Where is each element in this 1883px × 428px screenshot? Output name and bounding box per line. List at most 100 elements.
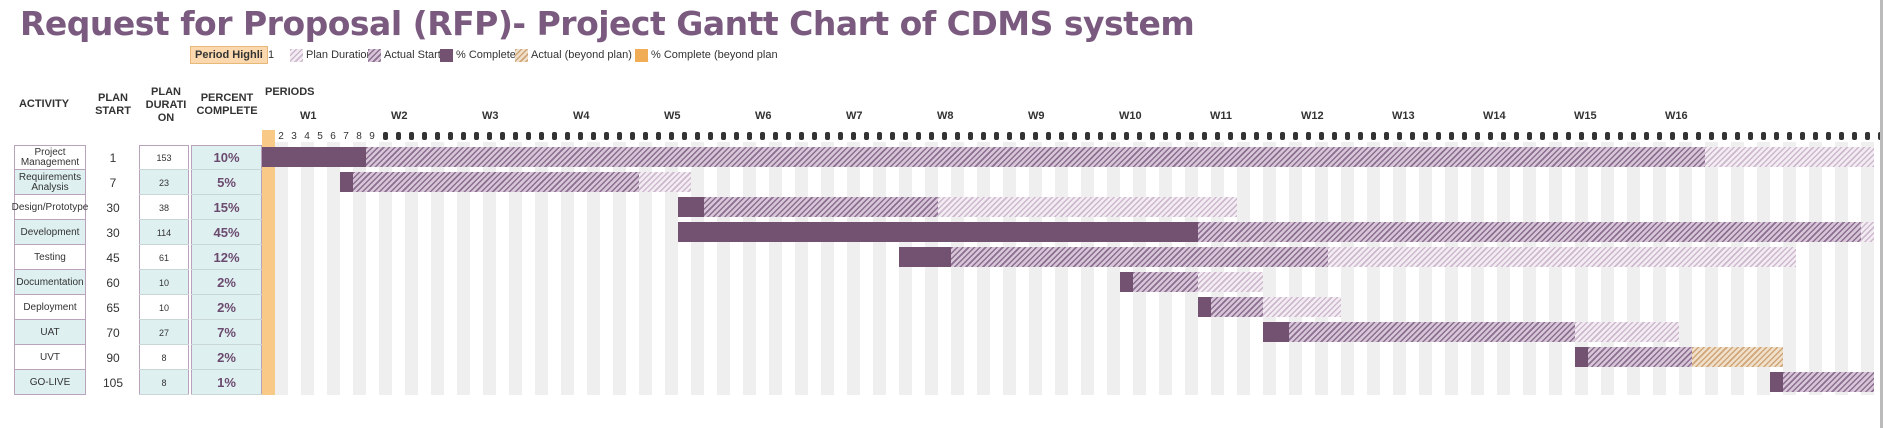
period-number <box>968 132 973 140</box>
row-divider <box>139 369 189 370</box>
period-number <box>1436 132 1441 140</box>
actual-bar <box>1783 372 1874 392</box>
plan-start-cell[interactable]: 7 <box>109 175 117 190</box>
row-divider <box>14 269 86 270</box>
period-number <box>1319 132 1324 140</box>
period-number <box>1020 132 1025 140</box>
period-stripe <box>1783 142 1796 395</box>
period-number <box>1293 132 1298 140</box>
activity-name-cell[interactable]: GO-LIVE <box>29 376 71 388</box>
plan-start-cell[interactable]: 60 <box>106 275 120 290</box>
period-number <box>1280 132 1285 140</box>
percent-complete-cell[interactable]: 2% <box>217 299 236 315</box>
plan-start-cell[interactable]: 65 <box>106 300 120 315</box>
period-stripe <box>1133 142 1146 395</box>
plan-start-cell[interactable]: 45 <box>106 250 120 265</box>
period-stripe <box>665 142 678 395</box>
percent-complete-cell[interactable]: 12% <box>213 249 240 265</box>
period-number <box>1163 132 1168 140</box>
period-number <box>1514 132 1519 140</box>
period-number <box>396 132 401 140</box>
week-label: W9 <box>1028 110 1045 122</box>
activity-name-cell[interactable]: UAT <box>40 326 60 338</box>
period-number <box>1449 132 1454 140</box>
plan-start-cell[interactable]: 30 <box>106 225 120 240</box>
period-number <box>643 132 648 140</box>
activity-name-cell[interactable]: Deployment <box>23 301 77 313</box>
percent-complete-cell[interactable]: 45% <box>213 224 240 240</box>
plan-duration-cell[interactable]: 8 <box>161 377 167 388</box>
percent-complete-cell[interactable]: 7% <box>217 324 236 340</box>
percent-complete-cell[interactable]: 5% <box>217 174 236 190</box>
period-stripe <box>951 142 964 395</box>
period-stripe <box>1679 142 1692 395</box>
percent-complete-cell[interactable]: 1% <box>217 374 236 390</box>
period-number <box>916 132 921 140</box>
period-stripe <box>483 142 496 395</box>
activity-name-cell[interactable]: Testing <box>34 251 66 263</box>
row-band <box>191 145 262 170</box>
plan-duration-swatch <box>290 49 303 62</box>
period-number <box>981 132 986 140</box>
period-number <box>1800 132 1805 140</box>
plan-duration-cell[interactable]: 114 <box>156 227 172 238</box>
activity-name-cell[interactable]: UVT <box>40 351 60 363</box>
period-highlight-input[interactable]: 1 <box>268 49 275 61</box>
plan-start-cell[interactable]: 105 <box>102 375 124 390</box>
week-label: W4 <box>573 110 590 122</box>
done-bar <box>1198 297 1211 317</box>
percent-complete-cell[interactable]: 2% <box>217 274 236 290</box>
percent-complete-cell[interactable]: 10% <box>213 149 240 165</box>
period-stripe <box>847 142 860 395</box>
row-band <box>14 270 86 295</box>
plan-duration-cell[interactable]: 10 <box>158 277 169 288</box>
activity-name-cell[interactable]: Documentation <box>16 276 84 288</box>
period-number <box>1371 132 1376 140</box>
week-label: W1 <box>300 110 317 122</box>
period-number <box>409 132 414 140</box>
row-divider <box>191 319 262 320</box>
percent-complete-cell[interactable]: 2% <box>217 349 236 365</box>
period-number: 3 <box>291 131 297 142</box>
period-number <box>552 132 557 140</box>
plan-start-cell[interactable]: 70 <box>106 325 120 340</box>
plan-duration-cell[interactable]: 153 <box>156 152 172 163</box>
legend-actual-start: Actual Start <box>384 49 441 61</box>
done-bar <box>1263 322 1289 342</box>
plan-duration-cell[interactable]: 27 <box>158 327 169 338</box>
period-number <box>1826 132 1831 140</box>
period-stripe <box>379 142 392 395</box>
plan-start-cell[interactable]: 1 <box>109 150 117 165</box>
plan-start-cell[interactable]: 30 <box>106 200 120 215</box>
period-number <box>1306 132 1311 140</box>
period-number <box>1410 132 1415 140</box>
row-divider <box>14 394 86 395</box>
percent-complete-cell[interactable]: 15% <box>213 199 240 215</box>
period-stripe <box>1471 142 1484 395</box>
period-number <box>721 132 726 140</box>
plan-duration-cell[interactable]: 61 <box>158 252 169 263</box>
activity-name-cell[interactable]: Development <box>20 226 80 238</box>
legend-actual-beyond-plan: Actual (beyond plan) <box>531 49 632 61</box>
activity-name-cell[interactable]: Design/Prototype <box>11 201 89 213</box>
plan-start-cell[interactable]: 90 <box>106 350 120 365</box>
period-number <box>1176 132 1181 140</box>
plan-duration-cell[interactable]: 38 <box>158 202 169 213</box>
period-number <box>1839 132 1844 140</box>
plan-duration-cell[interactable]: 10 <box>158 302 169 313</box>
week-label: W7 <box>846 110 863 122</box>
activity-name-cell[interactable]: Project Management <box>20 146 80 168</box>
row-band <box>191 345 262 370</box>
period-number <box>942 132 947 140</box>
legend-percent-complete: % Complete <box>456 49 516 61</box>
plan-duration-cell[interactable]: 23 <box>158 177 169 188</box>
period-number <box>448 132 453 140</box>
period-number <box>669 132 674 140</box>
done-bar <box>262 147 366 167</box>
period-number <box>422 132 427 140</box>
period-number <box>1696 132 1701 140</box>
plan-duration-cell[interactable]: 8 <box>161 352 167 363</box>
period-number <box>474 132 479 140</box>
row-band <box>139 170 189 195</box>
activity-name-cell[interactable]: Requirements Analysis <box>18 171 82 193</box>
